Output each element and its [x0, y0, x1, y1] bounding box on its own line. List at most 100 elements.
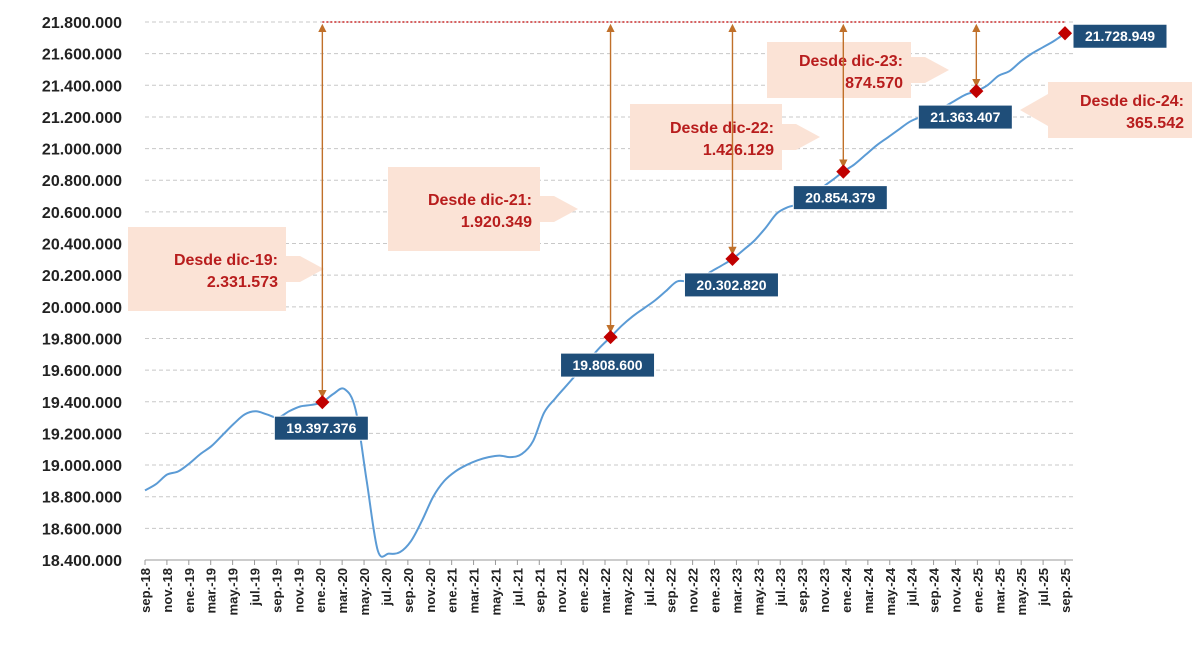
x-tick-label: jul.-23 — [773, 568, 788, 607]
highlight-markers — [315, 26, 1073, 410]
x-tick-label: may.-25 — [1014, 568, 1029, 615]
y-tick-label: 20.000.000 — [42, 300, 122, 317]
y-tick-label: 20.400.000 — [42, 237, 122, 254]
annotation-value: 2.331.573 — [207, 274, 278, 291]
annotation-title: Desde dic-24: — [1080, 93, 1184, 110]
value-label-box — [560, 352, 656, 378]
x-tick-label: sep.-25 — [1058, 568, 1073, 613]
x-tick-label: mar.-24 — [861, 567, 876, 613]
highlight-marker — [836, 164, 851, 179]
series-line — [144, 32, 1066, 558]
value-label-box — [273, 415, 369, 441]
x-tick-label: mar.-21 — [467, 568, 482, 614]
annotation-box — [388, 167, 540, 251]
y-tick-label: 21.600.000 — [42, 47, 122, 64]
value-label-text: 19.808.600 — [573, 357, 643, 373]
annotation-title: Desde dic-21: — [428, 192, 532, 209]
value-label-text: 19.397.376 — [286, 420, 356, 436]
annotation-callout: Desde dic-19: 2.331.573 — [128, 227, 324, 311]
value-label-text: 21.363.407 — [930, 109, 1000, 125]
x-tick-label: nov.-23 — [817, 568, 832, 613]
difference-arrows — [318, 23, 981, 399]
value-label: 19.808.600 — [560, 352, 656, 378]
y-tick-label: 19.200.000 — [42, 426, 122, 443]
annotation-box — [630, 104, 782, 170]
y-tick-label: 21.800.000 — [42, 15, 122, 32]
annotation-pointer — [540, 196, 578, 222]
x-tick-label: ene.-19 — [182, 568, 197, 613]
x-tick-label: ene.-25 — [970, 568, 985, 613]
highlight-marker — [969, 84, 984, 99]
x-tick-label: mar.-23 — [729, 568, 744, 614]
annotation-boxes: Desde dic-19: 2.331.573 Desde dic-21: 1.920… — [128, 42, 1192, 311]
y-tick-label: 18.400.000 — [42, 553, 122, 570]
value-label-text: 20.302.820 — [696, 277, 766, 293]
x-tick-label: mar.-25 — [992, 568, 1007, 614]
highlight-marker — [315, 395, 330, 410]
x-tick-label: jul.-25 — [1036, 568, 1051, 607]
x-tick-label: may.-21 — [488, 568, 503, 615]
y-tick-label: 21.400.000 — [42, 78, 122, 95]
y-tick-label: 18.600.000 — [42, 521, 122, 538]
annotation-pointer — [1020, 94, 1048, 126]
value-label-text: 20.854.379 — [805, 190, 875, 206]
x-tick-label: may.-23 — [751, 568, 766, 615]
x-tick-label: sep.-21 — [532, 568, 547, 613]
value-label-box — [792, 185, 888, 211]
y-tick-label: 19.600.000 — [42, 363, 122, 380]
annotation-pointer — [286, 256, 324, 282]
y-tick-label: 20.800.000 — [42, 173, 122, 190]
value-label-box — [1072, 23, 1168, 49]
annotation-value: 1.426.129 — [703, 142, 774, 159]
value-label-box — [683, 272, 779, 298]
x-tick-label: nov.-24 — [948, 567, 963, 612]
value-labels: 19.397.376 19.808.600 20.302.820 20.854.379… — [273, 23, 1168, 441]
y-tick-labels: 18.400.000 18.600.000 18.800.000 19.000.000… — [42, 15, 122, 570]
x-tick-label: nov.-20 — [423, 568, 438, 613]
annotation-title: Desde dic-23: — [799, 53, 903, 70]
x-tick-label: sep.-24 — [927, 567, 942, 613]
x-tick-label: sep.-22 — [664, 568, 679, 613]
annotation-value: 874.570 — [845, 75, 903, 92]
annotation-box — [1048, 82, 1192, 138]
annotation-box — [767, 42, 911, 98]
value-label: 20.302.820 — [683, 272, 779, 298]
x-tick-label: jul.-22 — [642, 568, 657, 607]
value-label-text: 21.728.949 — [1085, 28, 1155, 44]
y-tick-label: 19.400.000 — [42, 395, 122, 412]
x-tick-label: sep.-19 — [269, 568, 284, 613]
x-tick-label: nov.-19 — [291, 568, 306, 613]
x-tick-label: ene.-21 — [445, 568, 460, 613]
highlight-marker — [603, 330, 618, 345]
axes — [144, 21, 1073, 565]
x-tick-label: sep.-23 — [795, 568, 810, 613]
annotation-box — [128, 227, 286, 311]
annotation-callout: Desde dic-22: 1.426.129 — [630, 104, 820, 170]
x-tick-label: nov.-21 — [554, 568, 569, 613]
x-tick-label: jul.-19 — [248, 568, 263, 607]
x-tick-label: nov.-18 — [160, 568, 175, 613]
x-tick-label: ene.-23 — [708, 568, 723, 613]
x-tick-label: ene.-22 — [576, 568, 591, 613]
value-label-box — [917, 104, 1013, 130]
y-tick-label: 19.800.000 — [42, 331, 122, 348]
y-tick-label: 19.000.000 — [42, 458, 122, 475]
annotation-callout: Desde dic-21: 1.920.349 — [388, 167, 578, 251]
x-tick-label: ene.-20 — [313, 568, 328, 613]
highlight-marker — [1057, 26, 1073, 41]
x-tick-label: ene.-24 — [839, 567, 854, 613]
y-tick-label: 20.600.000 — [42, 205, 122, 222]
x-tick-labels: sep.-18 nov.-18 ene.-19 mar.-19 may.-19 jul.-… — [138, 567, 1073, 615]
y-tick-label: 21.200.000 — [42, 110, 122, 127]
x-tick-label: jul.-24 — [905, 567, 920, 606]
annotation-callout: Desde dic-23: 874.570 — [767, 42, 949, 98]
x-tick-label: sep.-20 — [401, 568, 416, 613]
value-label: 21.728.949 — [1072, 23, 1168, 49]
x-tick-label: jul.-21 — [510, 568, 525, 607]
x-tick-label: may.-24 — [883, 567, 898, 615]
x-tick-label: nov.-22 — [686, 568, 701, 613]
annotation-callout: Desde dic-24: 365.542 — [1020, 82, 1192, 138]
x-tick-label: may.-20 — [357, 568, 372, 615]
x-tick-label: mar.-19 — [204, 568, 219, 614]
